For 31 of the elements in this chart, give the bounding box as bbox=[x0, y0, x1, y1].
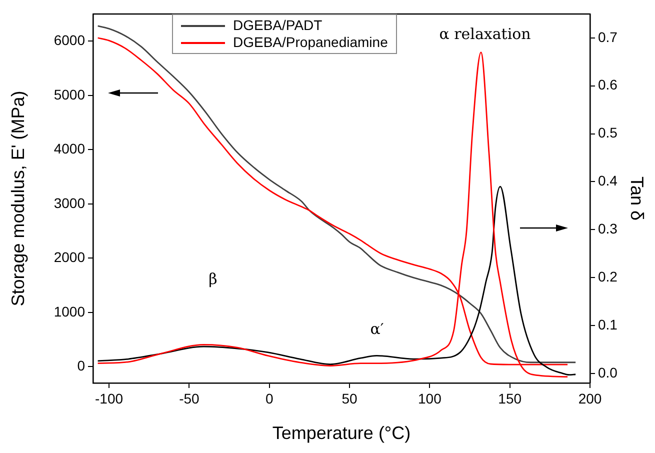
y2-tick-label: 0.4 bbox=[598, 172, 618, 189]
y2-tick-label: 0.3 bbox=[598, 220, 618, 237]
y2-tick-label: 0.2 bbox=[598, 268, 618, 284]
y2-tick-label: 0.5 bbox=[598, 124, 618, 141]
y-tick-label: 3000 bbox=[54, 194, 86, 211]
x-tick-label: 200 bbox=[578, 390, 602, 406]
y2-tick-label: 0.6 bbox=[598, 76, 618, 93]
y-axis-title: Storage modulus, E' (MPa) bbox=[8, 90, 28, 306]
annotation: α relaxation bbox=[439, 24, 532, 43]
y2-tick-label: 0.7 bbox=[598, 28, 618, 45]
y2-axis-title: Tan δ bbox=[627, 176, 648, 221]
y-tick-label: 6000 bbox=[54, 32, 86, 48]
y2-tick-label: 0.1 bbox=[598, 316, 618, 332]
y-tick-label: 1000 bbox=[54, 303, 86, 320]
annotation: α′ bbox=[370, 320, 384, 338]
y-tick-label: 5000 bbox=[54, 86, 86, 102]
x-axis-title: Temperature (°C) bbox=[272, 423, 411, 444]
y2-tick-label: 0.0 bbox=[598, 364, 618, 380]
legend-label: DGEBA/Propanediamine bbox=[232, 34, 388, 51]
y-tick-label: 4000 bbox=[54, 140, 86, 157]
x-tick-label: 50 bbox=[342, 390, 358, 406]
annotation: β bbox=[208, 270, 218, 288]
x-tick-label: -100 bbox=[95, 390, 124, 406]
x-tick-label: 150 bbox=[498, 390, 522, 406]
legend-label: DGEBA/PADT bbox=[232, 17, 324, 34]
x-tick-label: 100 bbox=[418, 390, 442, 406]
x-tick-label: 0 bbox=[265, 390, 274, 406]
line-series bbox=[97, 186, 576, 376]
y-tick-label: 2000 bbox=[54, 249, 86, 266]
x-tick-label: -50 bbox=[179, 390, 200, 406]
y-tick-label: 0 bbox=[77, 358, 86, 374]
